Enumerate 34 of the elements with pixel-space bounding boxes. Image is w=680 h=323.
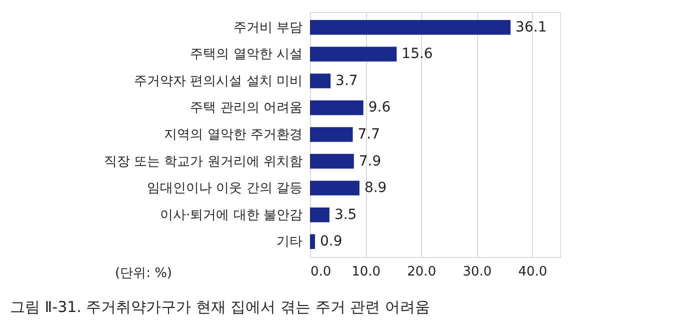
bar bbox=[310, 20, 511, 35]
x-tick-label: 40.0 bbox=[518, 264, 548, 280]
data-label: 8.9 bbox=[364, 180, 387, 196]
y-tick-label: 주택의 열악한 시설 bbox=[190, 47, 302, 62]
data-label: 3.5 bbox=[334, 206, 357, 223]
data-label: 0.9 bbox=[320, 234, 342, 250]
x-tick-label: 20.0 bbox=[407, 264, 436, 280]
y-tick-label: 지역의 열악한 주거환경 bbox=[164, 128, 302, 142]
bar bbox=[310, 127, 353, 142]
y-tick-label: 이사·퇴거에 대한 불안감 bbox=[160, 208, 302, 223]
data-label: 15.6 bbox=[402, 46, 433, 62]
bar bbox=[310, 207, 330, 222]
text: (단위: %) bbox=[115, 266, 172, 281]
bar bbox=[310, 46, 397, 62]
y-tick-label: 직장 또는 학교가 원거리에 위치함 bbox=[104, 154, 302, 170]
data-label: 3.7 bbox=[336, 72, 358, 89]
bar bbox=[310, 74, 331, 88]
y-tick-label: 주택 관리의 어려움 bbox=[190, 100, 302, 116]
data-label: 7.7 bbox=[358, 126, 380, 142]
y-tick-label: 주거비 부담 bbox=[233, 20, 302, 36]
y-tick-label: 주거약자 편의시설 설치 미비 bbox=[134, 74, 302, 89]
x-tick-label: 30.0 bbox=[462, 264, 492, 280]
bar bbox=[310, 180, 360, 196]
text: 그림 Ⅱ-31. 주거취약가구가 현재 집에서 겪는 주거 관련 어려움 bbox=[10, 298, 430, 316]
bar bbox=[310, 234, 315, 249]
y-tick-label: 기타 bbox=[276, 234, 302, 250]
y-tick-label: 임대인이나 이웃 간의 갈등 bbox=[147, 181, 302, 196]
bar bbox=[310, 154, 354, 169]
data-label: 9.6 bbox=[368, 100, 391, 116]
bar bbox=[310, 100, 364, 116]
x-tick-label: 10.0 bbox=[352, 264, 381, 280]
data-label: 7.9 bbox=[358, 153, 382, 170]
x-tick-label: 0.0 bbox=[310, 264, 332, 280]
data-label: 36.1 bbox=[516, 19, 547, 36]
